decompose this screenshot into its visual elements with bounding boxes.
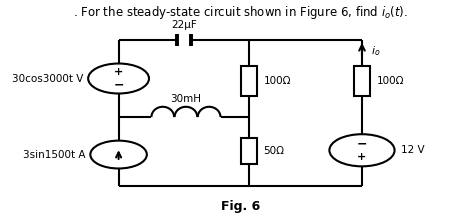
Text: +: + [114, 67, 123, 77]
Text: . For the steady-state circuit shown in Figure 6, find $i_o(t)$.: . For the steady-state circuit shown in … [73, 3, 408, 21]
Text: Fig. 6: Fig. 6 [221, 201, 260, 214]
Text: 50Ω: 50Ω [263, 146, 284, 156]
Circle shape [88, 64, 149, 94]
Bar [354, 66, 370, 96]
Text: 22μF: 22μF [171, 20, 196, 30]
Text: 30mH: 30mH [170, 94, 202, 104]
Bar [241, 138, 257, 164]
Text: +: + [358, 152, 367, 162]
Text: −: − [357, 137, 367, 150]
Text: 100Ω: 100Ω [376, 76, 404, 86]
Text: 3sin1500t A: 3sin1500t A [23, 150, 86, 159]
Circle shape [90, 141, 147, 168]
Text: −: − [113, 78, 124, 91]
Text: 30cos3000t V: 30cos3000t V [12, 74, 84, 84]
Bar [241, 66, 257, 96]
Text: 12 V: 12 V [401, 145, 425, 155]
Text: $i_o$: $i_o$ [371, 44, 380, 58]
Circle shape [330, 134, 395, 166]
Text: 100Ω: 100Ω [263, 76, 291, 86]
